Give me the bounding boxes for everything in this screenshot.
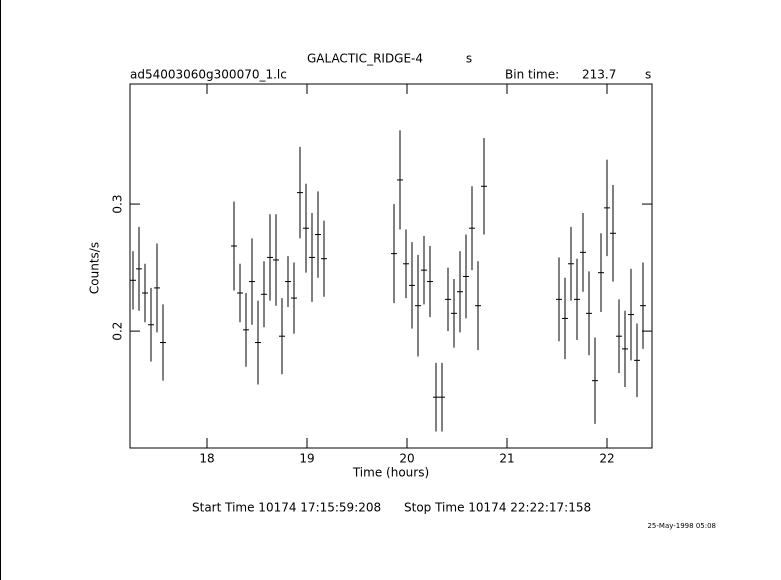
y-axis-label: Counts/s xyxy=(88,242,102,294)
x-tick-label: 19 xyxy=(299,452,314,466)
stop-time: Stop Time 10174 22:22:17:158 xyxy=(404,501,591,515)
x-tick-label: 21 xyxy=(499,452,514,466)
file-name: ad54003060g300070_1.lc xyxy=(130,68,287,82)
x-tick-label: 20 xyxy=(399,452,414,466)
date-stamp: 25-May-1998 05:08 xyxy=(647,522,716,530)
x-tick-label: 18 xyxy=(199,452,214,466)
start-time: Start Time 10174 17:15:59:208 xyxy=(192,501,381,515)
chart-title: GALACTIC_RIDGE-4 xyxy=(307,52,423,66)
title-unit: s xyxy=(466,52,472,66)
x-axis-label: Time (hours) xyxy=(352,466,429,480)
y-tick-label: 0.3 xyxy=(111,195,125,214)
bin-time: 213.7 xyxy=(582,68,616,82)
y-tick-label: 0.2 xyxy=(111,322,125,341)
x-tick-label: 22 xyxy=(599,452,614,466)
bin-label: Bin time: xyxy=(505,68,559,82)
plot-frame xyxy=(129,83,653,449)
bin-unit: s xyxy=(645,68,651,82)
